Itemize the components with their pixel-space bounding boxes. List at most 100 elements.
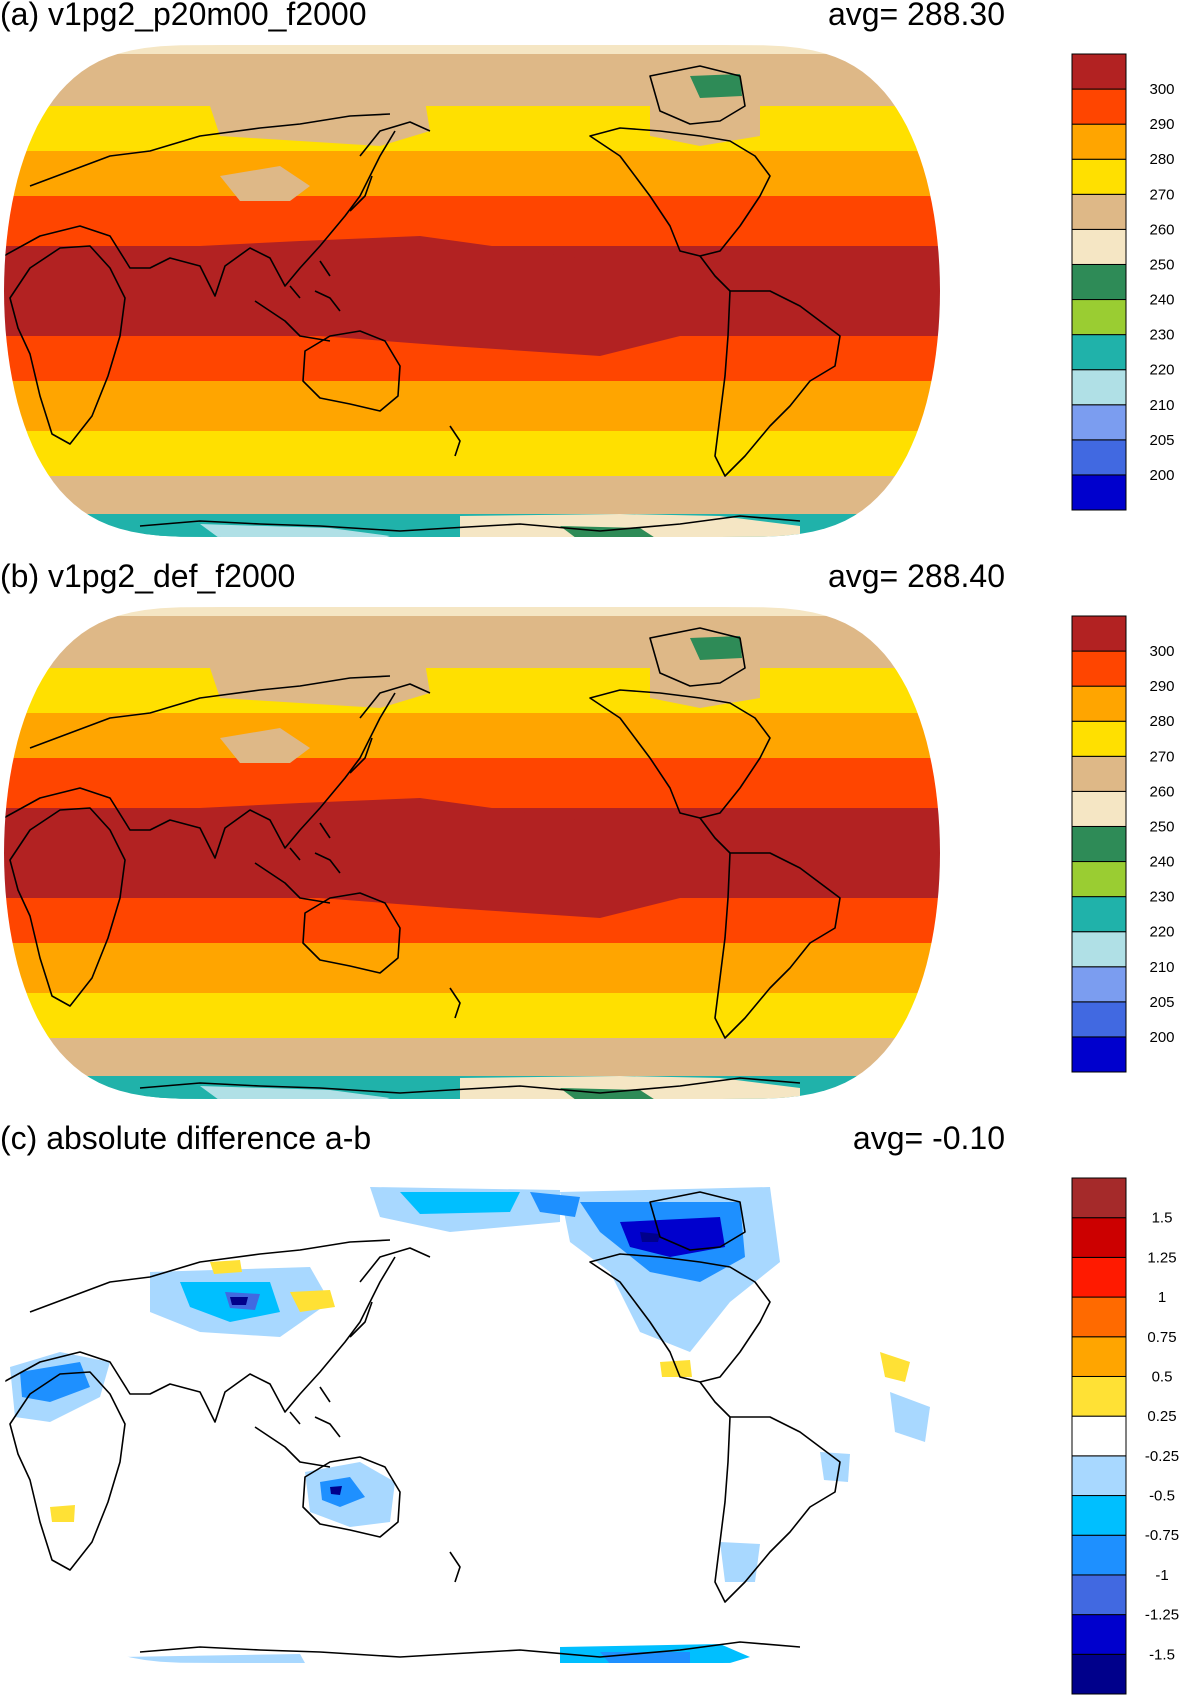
difference-anomaly-region xyxy=(880,1352,910,1382)
panel-a-title: (a) v1pg2_p20m00_f2000 xyxy=(0,0,367,32)
colorbar-swatch xyxy=(1071,720,1127,757)
temperature-band xyxy=(4,758,940,808)
temperature-band xyxy=(4,45,940,54)
colorbar-swatch xyxy=(1071,334,1127,371)
coastline xyxy=(302,892,401,974)
difference-anomaly-region xyxy=(530,1192,580,1217)
colorbar-swatch xyxy=(1071,861,1127,898)
coastline xyxy=(699,1381,731,1418)
colorbar-swatch xyxy=(1071,1495,1127,1536)
greenland-ice-region xyxy=(690,74,742,98)
colorbar-tick-label: 280 xyxy=(1149,151,1174,168)
colorbar-swatch xyxy=(1071,404,1127,441)
colorbar-swatch xyxy=(1071,966,1127,1003)
colorbar-tick-label: 205 xyxy=(1149,432,1174,449)
coastline xyxy=(359,121,431,157)
coastline xyxy=(649,1191,746,1251)
panel-c: (c) absolute difference a-b avg= -0.10 -… xyxy=(0,1120,1193,1695)
coastline xyxy=(254,260,341,342)
temperature-band xyxy=(4,381,940,431)
colorbar-tick-label: 290 xyxy=(1149,678,1174,695)
coastline xyxy=(589,689,771,819)
colorbar-tick-label: 0.25 xyxy=(1147,1408,1176,1425)
colorbar-tick-label: 260 xyxy=(1149,221,1174,238)
coastline xyxy=(29,113,391,187)
coastline xyxy=(589,127,771,257)
panel-b-colorbar: 200 205 210 220 230 240 250 260 270 280 290 300 xyxy=(1071,615,1175,1073)
colorbar-swatch xyxy=(1071,685,1127,722)
colorbar-swatch xyxy=(1071,1001,1127,1038)
colorbar-swatch xyxy=(1071,228,1127,265)
colorbar-tick-label: 280 xyxy=(1149,713,1174,730)
colorbar-swatch xyxy=(1071,1375,1127,1417)
colorbar-tick-label: 210 xyxy=(1149,959,1174,976)
colorbar-tick-label: -1.25 xyxy=(1145,1607,1179,1624)
colorbar-swatch xyxy=(1071,1455,1127,1497)
panel-c-colorbar: -1.5 -1.25 -1 -0.75 -0.5 -0.25 0.25 0.5 0.75 1 1.2… xyxy=(1071,1177,1179,1695)
temperature-band xyxy=(4,607,940,616)
colorbar-tick-label: 270 xyxy=(1149,186,1174,203)
colorbar-tick-label: -0.75 xyxy=(1145,1527,1179,1544)
difference-anomaly-region xyxy=(210,1260,242,1274)
temperature-band xyxy=(4,713,940,758)
cold-continent-region xyxy=(200,71,430,146)
colorbar-tick-label: 0.5 xyxy=(1152,1368,1173,1385)
coastline xyxy=(349,1301,373,1338)
panel-b-title: (b) v1pg2_def_f2000 xyxy=(0,558,296,594)
coastline xyxy=(4,130,396,297)
colorbar-swatch xyxy=(1071,1574,1127,1616)
colorbar-tick-label: 230 xyxy=(1149,327,1174,344)
temperature-band xyxy=(4,476,940,514)
panel-a: (a) v1pg2_p20m00_f2000 avg= 288.30 200 20… xyxy=(0,0,1193,540)
difference-anomaly-region xyxy=(890,1392,930,1442)
colorbar-swatch xyxy=(1071,650,1127,687)
temperature-band xyxy=(4,54,940,106)
coastline xyxy=(359,683,431,719)
coastline xyxy=(649,65,746,125)
coastline xyxy=(714,852,841,1039)
colorbar-tick-label: 250 xyxy=(1149,256,1174,273)
colorbar-swatch xyxy=(1071,1336,1127,1377)
panel-b: (b) v1pg2_def_f2000 avg= 288.40 200 205 21… xyxy=(0,558,1193,1100)
coastline xyxy=(349,737,373,774)
colorbar-tick-label: 290 xyxy=(1149,116,1174,133)
coastline xyxy=(4,1256,396,1423)
coastline xyxy=(449,1551,461,1583)
coastline xyxy=(302,1456,401,1538)
warm-pool-region xyxy=(100,236,720,356)
colorbar-tick-label: 250 xyxy=(1149,818,1174,835)
panel-c-average: avg= -0.10 xyxy=(852,1120,1005,1156)
colorbar-swatch xyxy=(1071,1217,1127,1258)
colorbar-swatch xyxy=(1071,825,1127,863)
colorbar-swatch xyxy=(1071,369,1127,406)
colorbar-tick-label: 300 xyxy=(1149,81,1174,98)
colorbar-swatch xyxy=(1071,1415,1127,1457)
difference-anomaly-region xyxy=(20,1362,90,1402)
coastline xyxy=(714,1416,841,1603)
difference-anomaly-region xyxy=(400,1192,520,1214)
coastline xyxy=(9,245,126,445)
panel-b-average: avg= 288.40 xyxy=(827,558,1005,594)
difference-anomaly-region xyxy=(50,1505,75,1522)
colorbar-tick-label: 300 xyxy=(1149,643,1174,660)
colorbar-swatch xyxy=(1071,1256,1127,1298)
panel-a-map xyxy=(4,45,940,537)
colorbar-swatch xyxy=(1071,193,1127,230)
antarctic-region xyxy=(200,524,390,537)
difference-anomaly-region xyxy=(230,1297,248,1305)
cold-continent-region xyxy=(200,633,430,708)
difference-anomaly-region xyxy=(620,1217,725,1257)
colorbar-tick-label: 230 xyxy=(1149,889,1174,906)
difference-anomaly-region xyxy=(120,1654,310,1663)
difference-background xyxy=(4,1171,940,1663)
coastline xyxy=(139,515,801,532)
colorbar-swatch xyxy=(1071,439,1127,476)
tibet-region xyxy=(220,166,310,201)
coastline xyxy=(589,1253,771,1383)
coastline xyxy=(359,1247,431,1283)
colorbar-tick-label: 0.75 xyxy=(1147,1329,1176,1346)
colorbar-tick-label: 1.25 xyxy=(1147,1249,1176,1266)
antarctic-region xyxy=(200,1086,390,1099)
panel-a-average: avg= 288.30 xyxy=(827,0,1005,32)
colorbar-tick-label: 1 xyxy=(1158,1289,1166,1306)
